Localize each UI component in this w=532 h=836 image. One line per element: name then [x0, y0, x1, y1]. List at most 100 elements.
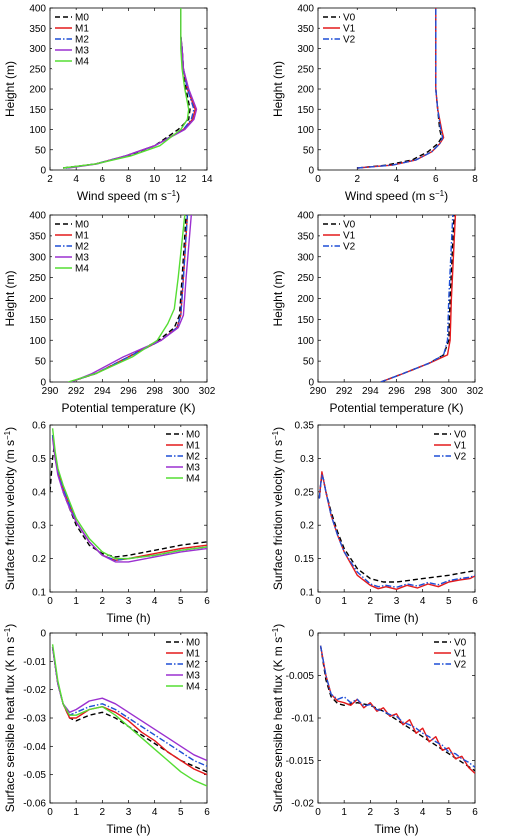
y-axis-label: Height (m)	[271, 61, 285, 117]
x-tick-label: 6	[204, 596, 210, 607]
series-group	[318, 471, 475, 590]
x-tick-label: 0	[315, 807, 321, 818]
y-tick-label: 0	[40, 378, 46, 389]
series-line-m4	[63, 8, 190, 169]
y-tick-label: -0.06	[23, 799, 46, 810]
x-tick-label: 0	[315, 596, 321, 607]
x-tick-label: 294	[94, 386, 111, 397]
y-axis-label-sup: −1	[271, 430, 280, 440]
x-tick-label: 4	[152, 596, 158, 607]
series-line-m0	[50, 447, 207, 558]
x-tick-label: 4	[152, 807, 158, 818]
y-tick-label: 400	[297, 211, 314, 222]
y-tick-label: 50	[303, 145, 315, 156]
x-tick-label: 8	[472, 174, 478, 185]
legend-label-v0: V0	[343, 220, 356, 231]
y-tick-label: 400	[29, 4, 46, 15]
y-axis-label-end: )	[271, 427, 285, 431]
y-axis-label: Surface friction velocity (m s−1)	[3, 427, 18, 590]
y-tick-label: 0.1	[32, 588, 46, 599]
legend-label-m3: M3	[186, 671, 200, 682]
chart-panel-e: 0 1 2 3 4 5 6 0.1 0.2 0.3 0.4 0.5 0.6 Time (h) Surface…	[3, 421, 211, 626]
y-tick-label: 100	[297, 125, 314, 136]
y-axis-label-sup: −1	[3, 430, 12, 440]
series-group	[50, 428, 207, 563]
series-line-m3	[51, 438, 207, 563]
y-tick-label: 0.1	[300, 588, 314, 599]
x-tick-label: 4	[73, 174, 79, 185]
series-group	[63, 8, 198, 169]
x-tick-label: 0	[47, 596, 53, 607]
y-axis-label: Surface friction velocity (m s−1)	[271, 427, 286, 590]
x-tick-label: 1	[73, 596, 79, 607]
x-tick-label: 292	[336, 386, 353, 397]
x-tick-label: 5	[178, 807, 184, 818]
legend-label-m4: M4	[75, 57, 89, 68]
x-tick-label: 290	[42, 386, 59, 397]
y-tick-label: 100	[29, 336, 46, 347]
y-axis-label: Height (m)	[3, 270, 17, 326]
series-line-m4	[51, 428, 207, 560]
legend-label-m2: M2	[75, 35, 89, 46]
y-tick-label: -0.01	[291, 714, 314, 725]
legend-label-m0: M0	[186, 430, 200, 441]
x-tick-label: 1	[341, 807, 347, 818]
legend-label-m4: M4	[75, 264, 89, 275]
x-tick-label: 300	[440, 386, 457, 397]
chart-panel-d: 290 292 294 296 298 300 302 0 50 100 150 200 250 300 3…	[271, 211, 484, 416]
legend-label-m3: M3	[75, 253, 89, 264]
legend-label-v1: V1	[454, 649, 467, 660]
y-tick-label: 0.3	[32, 521, 46, 532]
y-tick-label: 0.4	[32, 487, 46, 498]
y-tick-label: 0	[40, 629, 46, 640]
y-tick-label: 300	[29, 252, 46, 263]
y-tick-label: 350	[297, 24, 314, 35]
legend-label-m0: M0	[75, 13, 89, 24]
y-tick-label: 0.2	[300, 521, 314, 532]
y-axis-label: Height (m)	[271, 270, 285, 326]
chart-panel-h: 0 1 2 3 4 5 6 -0.02 -0.015 -0.01 -0.005 0 Time (h) Su…	[271, 624, 479, 836]
series-line-m4	[68, 215, 186, 382]
y-axis-label-end: )	[3, 427, 17, 431]
x-axis-label: Time (h)	[106, 822, 150, 836]
series-line-v1	[319, 645, 475, 774]
legend-label-v0: V0	[343, 13, 356, 24]
series-line-m2	[69, 215, 189, 382]
legend-label-v2: V2	[454, 452, 467, 463]
y-tick-label: -0.03	[23, 714, 46, 725]
x-axis-label: Wind speed (m s−1)	[345, 189, 448, 204]
legend-label-m2: M2	[75, 242, 89, 253]
y-tick-label: 0	[308, 166, 314, 177]
y-tick-label: 300	[297, 252, 314, 263]
legend-label-v2: V2	[454, 660, 467, 671]
y-tick-label: -0.005	[286, 671, 315, 682]
y-tick-label: -0.05	[23, 770, 46, 781]
legend-label-v2: V2	[343, 35, 356, 46]
y-tick-label: 300	[29, 44, 46, 55]
y-tick-label: 400	[29, 211, 46, 222]
legend-label-m3: M3	[186, 463, 200, 474]
x-axis-label-end: )	[176, 189, 180, 203]
x-tick-label: 1	[73, 807, 79, 818]
x-tick-label: 302	[467, 386, 484, 397]
legend-label-m1: M1	[186, 441, 200, 452]
series-group	[51, 644, 207, 787]
y-tick-label: 250	[29, 64, 46, 75]
y-tick-label: 50	[303, 357, 315, 368]
x-axis-label: Time (h)	[374, 822, 418, 836]
x-tick-label: 3	[126, 596, 132, 607]
chart-panel-a: 2 4 6 8 10 12 14 0 50 100 150 200 250 300 350 400 Wind s…	[3, 4, 213, 204]
x-axis-label: Wind speed (m s−1)	[77, 189, 180, 204]
chart-panel-c: 290 292 294 296 298 300 302 0 50 100 150 200 250 300 3…	[3, 211, 216, 416]
legend-label-v2: V2	[343, 242, 356, 253]
y-tick-label: 150	[29, 315, 46, 326]
series-group	[357, 8, 445, 169]
legend-label-m4: M4	[186, 682, 200, 693]
legend-label-m1: M1	[186, 649, 200, 660]
x-axis-label: Time (h)	[374, 611, 418, 625]
y-tick-label: 0.15	[295, 554, 315, 565]
series-group	[319, 645, 475, 774]
